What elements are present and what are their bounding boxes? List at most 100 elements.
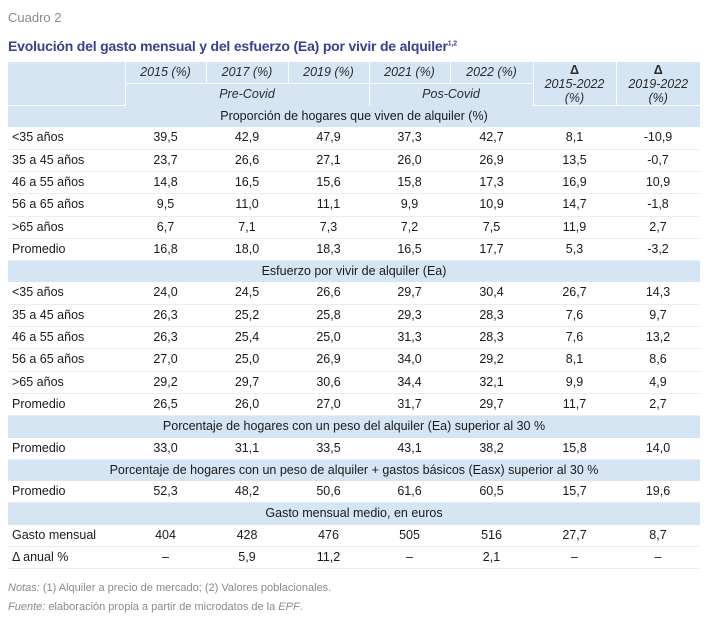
table-cell: 25,0 — [288, 326, 369, 350]
table-cell: 25,8 — [288, 304, 369, 328]
table-cell: 26,6 — [288, 282, 369, 305]
notes-text: (1) Alquiler a precio de mercado; (2) Va… — [39, 582, 332, 594]
table-cell: 13,5 — [533, 149, 616, 172]
table-cell: 27,0 — [125, 348, 206, 372]
table-row: >65 años 29,2 29,7 30,6 34,4 32,1 9,9 4,9 — [8, 371, 700, 394]
table-row: Promedio 33,0 31,1 33,5 43,1 38,2 15,8 14,0 — [8, 437, 700, 460]
delta-range: 2019-2022 — [628, 76, 689, 91]
table-cell: 26,0 — [369, 149, 450, 172]
table-cell: 26,7 — [533, 282, 616, 305]
table-cell: 50,6 — [288, 481, 369, 504]
table-cell: 33,0 — [125, 437, 206, 460]
row-label: <35 años — [8, 127, 125, 150]
table-cell: 8,7 — [616, 524, 700, 548]
col-header-delta-2019-2022: Δ 2019-2022 (%) — [616, 62, 700, 107]
section-header-row: Proporción de hogares que viven de alqui… — [8, 105, 700, 128]
table-cell: 29,3 — [369, 304, 450, 328]
table-cell: 7,1 — [206, 216, 288, 239]
table-row: 35 a 45 años 23,7 26,6 27,1 26,0 26,9 13,5 -0,7 — [8, 149, 700, 172]
table-cell: 516 — [450, 524, 533, 548]
table-row: Δ anual % –5,9 11,2–2,1– – — [8, 546, 700, 570]
table-cell: 17,3 — [450, 171, 533, 195]
table-cell: 37,3 — [369, 127, 450, 150]
table-cell: 7,5 — [450, 216, 533, 239]
table-row: 46 a 55 años 26,3 25,4 25,0 31,3 28,3 7,6 13,2 — [8, 326, 700, 350]
table-row: <35 años 24,0 24,5 26,6 29,7 30,4 26,7 14,3 — [8, 282, 700, 305]
table-cell: 4,9 — [616, 371, 700, 394]
delta-unit: (%) — [648, 90, 668, 105]
table-cell: 24,5 — [206, 282, 288, 305]
table-cell: 26,9 — [288, 348, 369, 372]
table-cell: 8,1 — [533, 127, 616, 150]
corner-cell — [8, 62, 126, 107]
table-cell: 14,0 — [616, 437, 700, 460]
table-cell: 476 — [288, 524, 369, 548]
table-cell: 30,6 — [288, 371, 369, 394]
table-cell: -0,7 — [616, 149, 700, 172]
row-label: 46 a 55 años — [8, 326, 125, 350]
table-cell: 26,3 — [125, 304, 206, 328]
data-table: 2015 (%) 2017 (%) 2019 (%) 2021 (%) 2022… — [8, 62, 700, 570]
row-label: 35 a 45 años — [8, 304, 125, 328]
row-label: 46 a 55 años — [8, 171, 125, 195]
row-label: Δ anual % — [8, 546, 125, 570]
table-cell: 52,3 — [125, 481, 206, 504]
table-cell: 7,6 — [533, 326, 616, 350]
table-row: 46 a 55 años 14,8 16,5 15,6 15,8 17,3 16,9 10,9 — [8, 171, 700, 195]
table-cell: 8,6 — [616, 348, 700, 372]
notes-line: Notas: (1) Alquiler a precio de mercado;… — [8, 579, 331, 598]
table-cell: 7,6 — [533, 304, 616, 328]
table-row: >65 años 6,7 7,1 7,3 7,2 7,5 11,9 2,7 — [8, 216, 700, 239]
table-cell: 31,3 — [369, 326, 450, 350]
table-cell: 23,7 — [125, 149, 206, 172]
table-cell: 26,6 — [206, 149, 288, 172]
table-body: Proporción de hogares que viven de alqui… — [8, 105, 700, 570]
table-cell: 32,1 — [450, 371, 533, 394]
table-cell: 15,7 — [533, 481, 616, 504]
table-cell: 24,0 — [125, 282, 206, 305]
table-cell: 18,0 — [206, 238, 288, 262]
table-row: 56 a 65 años 9,5 11,0 11,1 9,9 10,9 14,7 -1,8 — [8, 193, 700, 217]
table-cell: 16,5 — [369, 238, 450, 262]
row-label: >65 años — [8, 216, 125, 239]
table-cell: 2,1 — [450, 546, 533, 570]
table-cell: -1,8 — [616, 193, 700, 217]
pos-covid-header: Pos-Covid — [369, 83, 534, 106]
section-title: Proporción de hogares que viven de alqui… — [8, 105, 700, 128]
table-cell: 39,5 — [125, 127, 206, 150]
table-cell: 26,3 — [125, 326, 206, 350]
table-cell: 25,2 — [206, 304, 288, 328]
table-row: 35 a 45 años 26,3 25,2 25,8 29,3 28,3 7,6 9,7 — [8, 304, 700, 328]
section-header-row: Porcentaje de hogares con un peso del al… — [8, 415, 700, 438]
table-cell: 27,7 — [533, 524, 616, 548]
table-cell: 33,5 — [288, 437, 369, 460]
section-header-row: Esfuerzo por vivir de alquiler (Ea) — [8, 260, 700, 283]
table-cell: – — [533, 546, 616, 570]
table-cell: 2,7 — [616, 216, 700, 239]
col-header-2017: 2017 (%) — [206, 62, 289, 85]
col-header-2022: 2022 (%) — [450, 62, 534, 85]
year-header-row: 2015 (%) 2017 (%) 2019 (%) 2021 (%) 2022… — [8, 62, 700, 107]
row-label: Promedio — [8, 437, 125, 460]
table-row: <35 años 39,5 42,9 47,9 37,3 42,7 8,1 -10,9 — [8, 127, 700, 150]
table-header: 2015 (%) 2017 (%) 2019 (%) 2021 (%) 2022… — [8, 62, 700, 107]
table-cell: 11,7 — [533, 393, 616, 417]
table-cell: 29,7 — [369, 282, 450, 305]
table-cell: 28,3 — [450, 304, 533, 328]
table-cell: 16,5 — [206, 171, 288, 195]
table-cell: 29,2 — [125, 371, 206, 394]
table-cell: 9,5 — [125, 193, 206, 217]
section-header-row: Porcentaje de hogares con un peso de alq… — [8, 459, 700, 482]
table-cell: 31,7 — [369, 393, 450, 417]
table-cell: 7,2 — [369, 216, 450, 239]
section-title: Gasto mensual medio, en euros — [8, 502, 700, 525]
table-cell: 7,3 — [288, 216, 369, 239]
table-cell: 11,1 — [288, 193, 369, 217]
table-notes: Notas: (1) Alquiler a precio de mercado;… — [8, 579, 331, 617]
table-cell: 15,6 — [288, 171, 369, 195]
period-header-row: Pre-Covid Pos-Covid — [8, 83, 700, 106]
table-cell: 18,3 — [288, 238, 369, 262]
table-cell: 10,9 — [450, 193, 533, 217]
table-cell: 29,2 — [450, 348, 533, 372]
table-cell: 404 — [125, 524, 206, 548]
